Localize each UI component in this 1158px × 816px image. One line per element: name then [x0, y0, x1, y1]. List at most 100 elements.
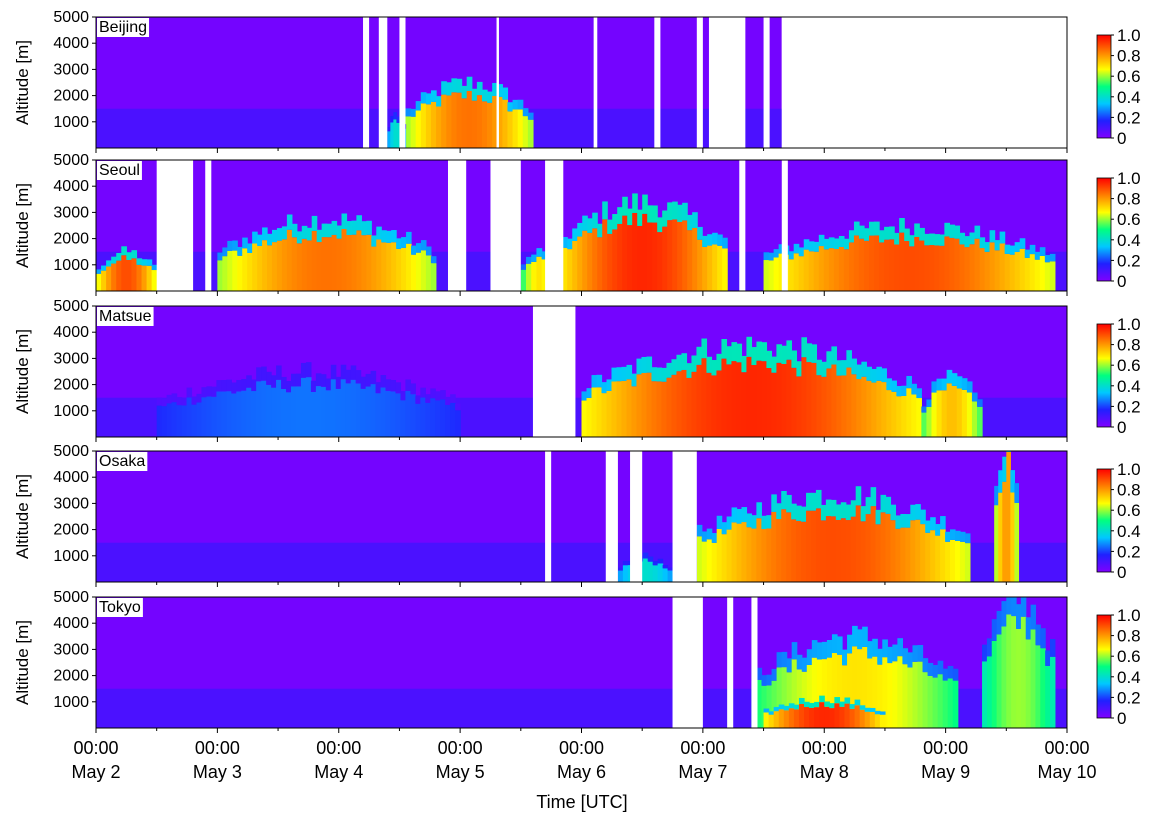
event-1-column: [716, 370, 723, 437]
event-0-fringe: [766, 674, 773, 686]
event-4-column: [1019, 248, 1026, 291]
event-0-fringe: [461, 85, 468, 99]
event-0-fringe: [415, 395, 421, 404]
event-0-fringe: [121, 246, 127, 256]
event-0-fringe: [441, 81, 447, 95]
event-4-fringe: [904, 228, 910, 242]
event-4-column: [874, 235, 880, 291]
event-1-column: [855, 505, 862, 582]
event-0-column: [647, 561, 654, 582]
event-1-column: [778, 709, 785, 728]
event-0-column: [662, 568, 669, 582]
event-1-column: [773, 711, 780, 728]
colorbar-tick-label: 1.0: [1117, 315, 1141, 334]
x-tick-date: May 8: [800, 762, 849, 782]
event-1-fringe: [366, 220, 372, 235]
event-1-fringe: [861, 361, 867, 377]
event-1-column: [840, 518, 847, 582]
event-1-fringe: [601, 382, 608, 394]
event-0-fringe: [355, 370, 362, 384]
event-0-fringe: [131, 250, 138, 259]
y-tick-label: 3000: [53, 641, 89, 658]
data-gap: [751, 597, 758, 728]
event-4-column: [979, 248, 986, 291]
event-0-fringe: [862, 626, 868, 647]
event-1-column: [291, 237, 298, 291]
event-4-fringe: [944, 222, 950, 237]
event-4-fringe: [1049, 253, 1056, 262]
event-2-fringe: [982, 644, 988, 662]
event-4-column: [914, 236, 920, 291]
event-4-fringe: [1009, 245, 1016, 255]
event-0-column: [96, 273, 102, 291]
event-1-fringe: [859, 705, 866, 710]
event-1-fringe: [786, 340, 793, 360]
event-0-fringe: [251, 379, 257, 392]
event-3-fringe: [577, 222, 583, 237]
event-2-column: [520, 269, 527, 291]
event-3-column: [562, 247, 568, 291]
event-1-column: [296, 243, 303, 291]
event-1-fringe: [783, 705, 790, 711]
y-tick-label: 2000: [53, 522, 89, 539]
event-2-fringe: [526, 256, 532, 264]
event-3-fringe: [567, 238, 573, 250]
event-2-column: [1006, 451, 1011, 582]
event-2-fringe: [531, 254, 538, 262]
event-1-fringe: [811, 492, 817, 511]
colorbar-tick-label: 0.2: [1117, 688, 1141, 707]
event-1-fringe: [771, 494, 777, 512]
event-4-fringe: [979, 237, 986, 249]
event-0-column: [176, 405, 183, 437]
event-2-fringe: [1010, 470, 1016, 493]
event-2-column: [1010, 492, 1016, 582]
event-1-fringe: [940, 516, 946, 530]
event-0-fringe: [375, 382, 382, 394]
event-1-fringe: [846, 350, 852, 368]
event-0-column: [251, 391, 257, 437]
event-4-column: [929, 245, 935, 291]
event-0-fringe: [96, 269, 102, 274]
x-tick-time: 00:00: [559, 738, 604, 758]
event-1-column: [819, 702, 825, 728]
event-4-column: [904, 241, 910, 291]
colorbar-tick-label: 1.0: [1117, 169, 1141, 188]
event-1-fringe: [736, 343, 743, 363]
event-4-fringe: [924, 233, 930, 246]
y-tick-label: 5000: [53, 298, 89, 315]
x-tick-date: May 6: [557, 762, 606, 782]
event-4-column: [788, 259, 795, 291]
y-tick-label: 2000: [53, 668, 89, 685]
event-2-fringe: [1050, 639, 1056, 657]
event-0-fringe: [897, 638, 904, 657]
event-1-fringe: [879, 711, 886, 715]
event-1-fringe: [801, 337, 808, 358]
event-0-column: [781, 667, 788, 728]
event-0-fringe: [425, 394, 431, 403]
data-gap: [399, 17, 406, 148]
event-1-fringe: [773, 706, 780, 712]
event-4-column: [869, 235, 875, 291]
y-tick-label: 2000: [53, 88, 89, 105]
event-1-fringe: [716, 353, 723, 371]
event-1-column: [257, 245, 263, 291]
event-1-column: [247, 252, 253, 291]
event-2-column: [541, 259, 548, 291]
colorbar-tick-label: 0.2: [1117, 397, 1141, 416]
colorbar-tick-label: 0: [1117, 709, 1126, 728]
event-0-fringe: [420, 92, 427, 104]
event-1-fringe: [616, 367, 623, 382]
event-1-fringe: [691, 355, 698, 372]
event-3-column: [717, 245, 723, 291]
event-1-column: [860, 521, 867, 582]
event-0-fringe: [340, 364, 347, 380]
event-3-column: [622, 215, 628, 291]
event-1-fringe: [776, 344, 783, 363]
event-1-fringe: [736, 508, 743, 524]
event-4-fringe: [1039, 247, 1046, 256]
event-1-column: [756, 518, 762, 582]
event-1-fringe: [316, 229, 323, 243]
event-1-fringe: [771, 356, 778, 373]
event-0-column: [497, 96, 503, 148]
event-1-fringe: [237, 246, 243, 256]
